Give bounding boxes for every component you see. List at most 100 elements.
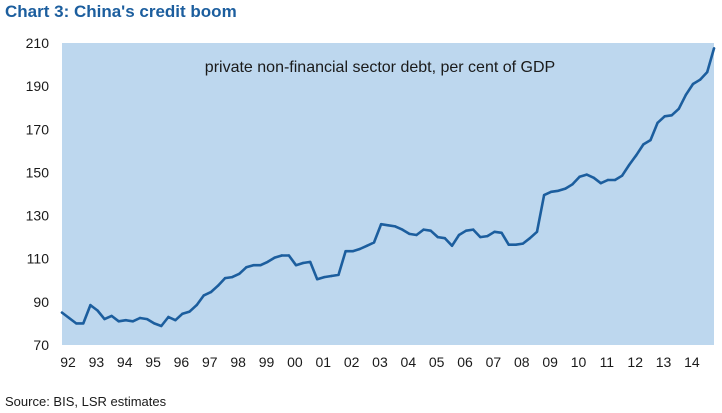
data-point <box>408 232 411 236</box>
y-tick-label: 90 <box>33 294 49 310</box>
data-point <box>138 316 142 320</box>
data-point <box>464 229 468 232</box>
data-point <box>96 309 99 312</box>
x-tick-label: 13 <box>656 354 672 370</box>
x-tick-label: 94 <box>117 354 133 370</box>
data-point <box>479 235 482 239</box>
data-point <box>323 275 326 279</box>
y-axis: 70 90 110 130 150 170 190 210 <box>26 35 50 353</box>
data-point <box>160 324 163 328</box>
x-tick-label: 92 <box>60 354 76 370</box>
data-point <box>486 234 489 238</box>
source-note: Source: BIS, LSR estimates <box>5 394 167 409</box>
data-point <box>280 254 283 257</box>
data-point <box>500 231 503 234</box>
data-point <box>571 183 574 186</box>
data-point <box>450 244 454 247</box>
data-point <box>457 233 461 237</box>
data-point <box>528 237 532 240</box>
data-point <box>649 138 652 142</box>
data-point <box>684 93 688 97</box>
data-point <box>656 121 659 125</box>
x-tick-label: 03 <box>372 354 388 370</box>
data-point <box>245 266 248 269</box>
chart-subtitle: private non-financial sector debt, per c… <box>205 59 555 76</box>
data-point <box>372 241 376 244</box>
y-tick-label: 210 <box>26 35 50 51</box>
data-point <box>167 315 170 319</box>
data-point <box>181 312 184 315</box>
data-point <box>110 314 113 318</box>
data-point <box>131 320 135 323</box>
data-point <box>670 114 673 117</box>
series-points <box>60 47 716 328</box>
x-tick-label: 01 <box>315 354 331 370</box>
data-point <box>153 322 156 325</box>
data-point <box>698 78 702 81</box>
data-point <box>493 230 496 233</box>
data-point <box>379 223 383 226</box>
x-tick-label: 02 <box>344 354 360 370</box>
y-tick-label: 170 <box>26 121 50 137</box>
data-point <box>195 303 198 307</box>
data-point <box>550 190 553 193</box>
x-tick-label: 98 <box>230 354 246 370</box>
y-tick-label: 190 <box>26 78 50 94</box>
x-tick-label: 08 <box>514 354 530 370</box>
data-point <box>316 278 319 281</box>
x-tick-label: 11 <box>600 354 615 370</box>
plot-area <box>62 43 714 345</box>
data-point <box>60 311 64 314</box>
data-point <box>677 107 680 111</box>
x-tick-label: 07 <box>486 354 502 370</box>
x-tick-label: 09 <box>542 354 558 370</box>
x-tick-label: 97 <box>202 354 218 370</box>
x-axis: 92 93 94 95 96 97 98 99 00 01 02 03 04 05 06 07 08 09 10 11… <box>60 354 700 370</box>
data-point <box>521 242 525 245</box>
chart-title: Chart 3: China's credit boom <box>5 2 237 21</box>
x-tick-label: 14 <box>684 354 700 370</box>
x-tick-label: 06 <box>457 354 473 370</box>
y-tick-label: 70 <box>33 337 49 353</box>
data-point <box>712 47 716 50</box>
data-point <box>337 273 340 277</box>
data-point <box>557 189 560 192</box>
data-point <box>635 154 638 157</box>
data-point <box>259 264 262 267</box>
data-point <box>564 187 567 190</box>
x-tick-label: 00 <box>287 354 303 370</box>
data-point <box>401 228 404 231</box>
x-tick-label: 95 <box>145 354 161 370</box>
data-point <box>507 243 510 246</box>
data-point <box>209 290 213 294</box>
data-point <box>606 178 610 182</box>
y-tick-label: 150 <box>26 164 50 180</box>
data-point <box>344 250 347 253</box>
data-point <box>82 322 85 325</box>
data-point <box>202 294 205 297</box>
data-point <box>592 176 595 179</box>
data-point <box>585 173 588 176</box>
data-point <box>620 174 624 177</box>
data-point <box>472 228 475 231</box>
data-point <box>415 233 418 237</box>
data-point <box>628 163 631 167</box>
data-point <box>691 82 695 86</box>
data-point <box>117 320 120 323</box>
x-tick-label: 99 <box>259 354 275 370</box>
data-point <box>266 260 269 264</box>
data-point <box>231 275 234 279</box>
x-tick-label: 04 <box>401 354 417 370</box>
data-point <box>238 272 241 275</box>
x-tick-label: 93 <box>89 354 105 370</box>
data-point <box>273 256 276 259</box>
x-tick-label: 96 <box>174 354 190 370</box>
data-point <box>309 260 312 264</box>
data-point <box>67 316 71 320</box>
data-point <box>75 322 78 325</box>
data-point <box>294 264 298 267</box>
data-point <box>514 243 517 246</box>
data-point <box>365 244 369 247</box>
x-tick-label: 05 <box>429 354 445 370</box>
